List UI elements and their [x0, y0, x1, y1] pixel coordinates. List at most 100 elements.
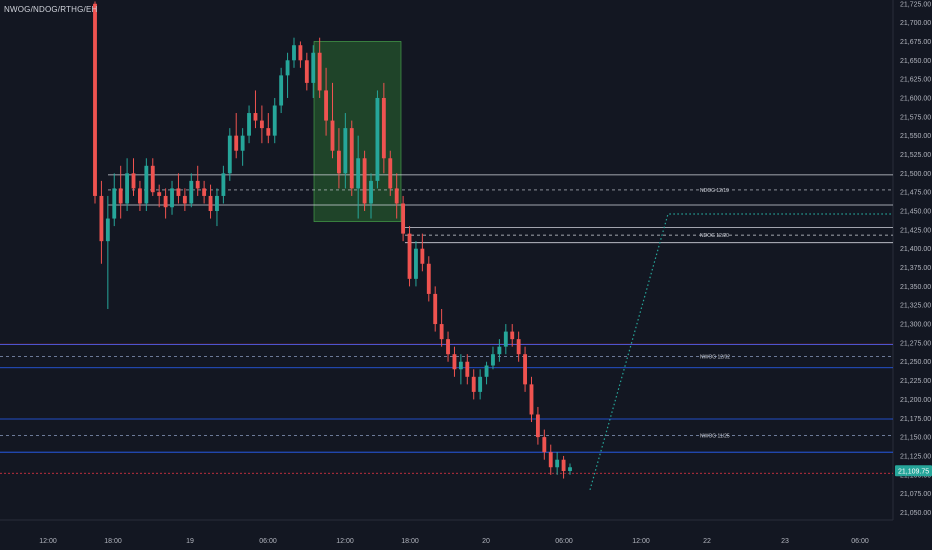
symbol-title: NWOG/NDOG/RTHG/EH	[4, 5, 98, 14]
candle-body	[523, 354, 527, 385]
candle-body	[426, 263, 431, 294]
candle-body	[414, 248, 418, 279]
x-tick-label: 20	[482, 538, 490, 545]
candle-body	[388, 158, 393, 189]
candle-body	[452, 354, 457, 370]
candle-body	[317, 52, 322, 91]
x-tick-label: 12:00	[336, 538, 354, 545]
candle-body	[330, 120, 335, 151]
y-tick-label: 21,125.00	[900, 453, 931, 460]
y-tick-label: 21,150.00	[900, 435, 931, 442]
candle-body	[215, 195, 219, 212]
x-tick-label: 18:00	[104, 538, 122, 545]
candle-body	[394, 188, 399, 204]
candle-body	[542, 437, 547, 453]
y-tick-label: 21,425.00	[900, 227, 931, 234]
candle-body	[93, 3, 97, 196]
candle-body	[465, 361, 470, 377]
candle-body	[420, 248, 425, 264]
candle-body	[336, 150, 341, 174]
x-tick-label: 12:00	[39, 538, 57, 545]
candle-body	[189, 180, 194, 204]
y-tick-label: 21,700.00	[900, 20, 931, 27]
candle-body	[99, 195, 104, 242]
candle-body	[510, 331, 515, 340]
candle-body	[446, 339, 450, 355]
candle-body	[349, 128, 354, 189]
y-tick-label: 21,350.00	[900, 284, 931, 291]
candle-body	[324, 90, 329, 121]
candle-body	[163, 195, 168, 208]
y-tick-label: 21,450.00	[900, 209, 931, 216]
y-tick-label: 21,550.00	[900, 133, 931, 140]
candle-body	[401, 203, 406, 234]
last-price-badge	[895, 465, 932, 477]
candle-body	[548, 452, 553, 468]
candle-body	[279, 75, 284, 106]
candle-body	[144, 165, 149, 204]
level-label: NWOG 12/02	[700, 354, 730, 360]
y-tick-label: 21,575.00	[900, 114, 931, 121]
candle-body	[433, 293, 438, 325]
candle-body	[503, 331, 508, 347]
candle-body	[529, 384, 534, 415]
y-tick-label: 21,400.00	[900, 246, 931, 253]
x-tick-label: 06:00	[555, 538, 573, 545]
x-tick-label: 12:00	[632, 538, 650, 545]
candle-body	[112, 188, 117, 219]
level-label: NDOG 12/20	[700, 233, 729, 239]
candle-body	[259, 120, 264, 129]
candle-body	[266, 128, 271, 136]
x-tick-label: 23	[781, 538, 789, 545]
candle-body	[182, 195, 187, 204]
candle-body	[298, 45, 303, 61]
y-tick-label: 21,050.00	[900, 510, 931, 517]
y-tick-label: 21,600.00	[900, 95, 931, 102]
candle-body	[118, 188, 123, 204]
candle-body	[170, 188, 174, 208]
candle-body	[157, 192, 162, 196]
candle-body	[176, 188, 181, 196]
level-label: NWOG 11/25	[700, 434, 730, 440]
candle-body	[202, 188, 207, 196]
y-tick-label: 21,625.00	[900, 77, 931, 84]
candle-body	[304, 60, 309, 83]
candle-body	[568, 467, 572, 472]
candle-body	[535, 414, 540, 438]
projection-line	[589, 213, 893, 491]
x-tick-label: 19	[186, 538, 194, 545]
y-tick-label: 21,725.00	[900, 1, 931, 8]
candle-body	[150, 165, 155, 193]
candle-body	[439, 324, 444, 340]
candle-body	[369, 180, 373, 204]
candle-body	[458, 361, 463, 370]
y-tick-label: 21,500.00	[900, 171, 931, 178]
candle-body	[221, 173, 226, 196]
candle-body	[516, 339, 521, 355]
x-tick-label: 06:00	[259, 538, 277, 545]
candle-body	[195, 180, 200, 189]
candle-body	[497, 346, 502, 355]
candle-body	[311, 52, 316, 83]
candle-body	[138, 188, 142, 204]
highlight-box	[313, 41, 402, 222]
candle-body	[471, 376, 476, 392]
candle-body	[343, 128, 348, 174]
y-tick-label: 21,275.00	[900, 340, 931, 347]
candle-body	[407, 233, 412, 279]
candle-body	[484, 365, 489, 377]
candle-body	[561, 459, 566, 472]
y-tick-label: 21,475.00	[900, 190, 931, 197]
candle-body	[285, 60, 290, 76]
candle-body	[478, 376, 483, 392]
candle-body	[555, 459, 560, 468]
candle-body	[375, 97, 380, 181]
y-tick-label: 21,175.00	[900, 416, 931, 423]
candle-body	[362, 158, 367, 204]
y-tick-label: 21,300.00	[900, 322, 931, 329]
y-tick-label: 21,675.00	[900, 39, 931, 46]
candle-body	[247, 113, 251, 136]
y-tick-label: 21,075.00	[900, 491, 931, 498]
